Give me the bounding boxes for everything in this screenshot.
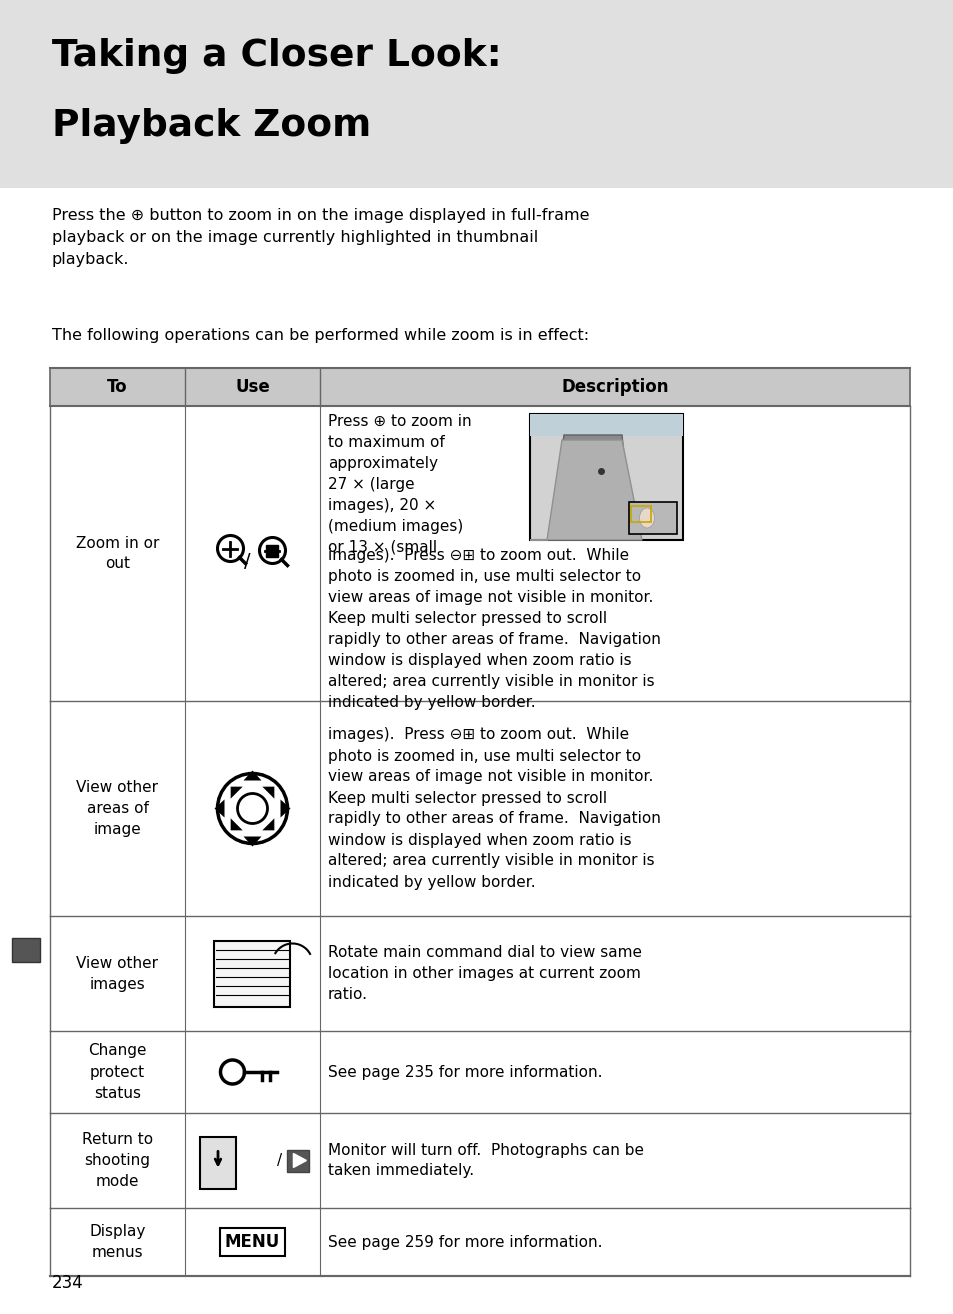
Polygon shape xyxy=(214,799,224,817)
Text: Description: Description xyxy=(560,378,668,396)
Ellipse shape xyxy=(639,509,654,528)
Polygon shape xyxy=(16,966,37,982)
Text: Display
menus: Display menus xyxy=(90,1225,146,1260)
Text: images).  Press ⊖⊞ to zoom out.  While
photo is zoomed in, use multi selector to: images). Press ⊖⊞ to zoom out. While pho… xyxy=(328,728,660,890)
Bar xyxy=(200,1137,235,1188)
Bar xyxy=(630,506,650,522)
Text: Monitor will turn off.  Photographs can be
taken immediately.: Monitor will turn off. Photographs can b… xyxy=(328,1142,643,1179)
Polygon shape xyxy=(262,819,274,830)
Polygon shape xyxy=(530,440,641,540)
Text: Rotate main command dial to view same
location in other images at current zoom
r: Rotate main command dial to view same lo… xyxy=(328,945,641,1003)
Text: To: To xyxy=(107,378,128,396)
Text: 234: 234 xyxy=(52,1275,84,1292)
Text: Use: Use xyxy=(234,378,270,396)
Bar xyxy=(530,414,682,540)
Text: Taking a Closer Look:: Taking a Closer Look: xyxy=(52,38,501,74)
Polygon shape xyxy=(556,435,627,523)
Ellipse shape xyxy=(569,444,614,506)
Polygon shape xyxy=(243,770,261,781)
Text: Change
protect
status: Change protect status xyxy=(89,1043,147,1101)
Text: /: / xyxy=(276,1152,282,1168)
Polygon shape xyxy=(243,837,261,846)
Bar xyxy=(530,414,682,436)
Bar xyxy=(0,0,953,188)
Polygon shape xyxy=(294,1154,306,1168)
Text: The following operations can be performed while zoom is in effect:: The following operations can be performe… xyxy=(52,328,589,343)
Text: images).  Press ⊖⊞ to zoom out.  While
photo is zoomed in, use multi selector to: images). Press ⊖⊞ to zoom out. While pho… xyxy=(328,548,660,710)
Polygon shape xyxy=(280,799,291,817)
Text: Return to
shooting
mode: Return to shooting mode xyxy=(82,1131,152,1189)
Bar xyxy=(214,941,291,1007)
Polygon shape xyxy=(231,787,242,799)
Text: /: / xyxy=(244,552,251,572)
Text: See page 235 for more information.: See page 235 for more information. xyxy=(328,1064,602,1080)
Bar xyxy=(50,368,909,406)
Bar xyxy=(628,502,677,533)
Text: Zoom in or
out: Zoom in or out xyxy=(75,536,159,572)
Text: See page 259 for more information.: See page 259 for more information. xyxy=(328,1234,602,1250)
Polygon shape xyxy=(231,819,242,830)
Bar xyxy=(287,1150,309,1172)
Text: View other
areas of
image: View other areas of image xyxy=(76,781,158,837)
Text: Press the ⊕ button to zoom in on the image displayed in full-frame
playback or o: Press the ⊕ button to zoom in on the ima… xyxy=(52,208,589,268)
Text: Playback Zoom: Playback Zoom xyxy=(52,108,371,145)
Text: View other
images: View other images xyxy=(76,955,158,992)
Polygon shape xyxy=(262,787,274,799)
Text: Press ⊕ to zoom in
to maximum of
approximately
27 × (large
images), 20 ×
(medium: Press ⊕ to zoom in to maximum of approxi… xyxy=(328,414,471,555)
Text: MENU: MENU xyxy=(225,1233,280,1251)
Bar xyxy=(12,937,40,962)
